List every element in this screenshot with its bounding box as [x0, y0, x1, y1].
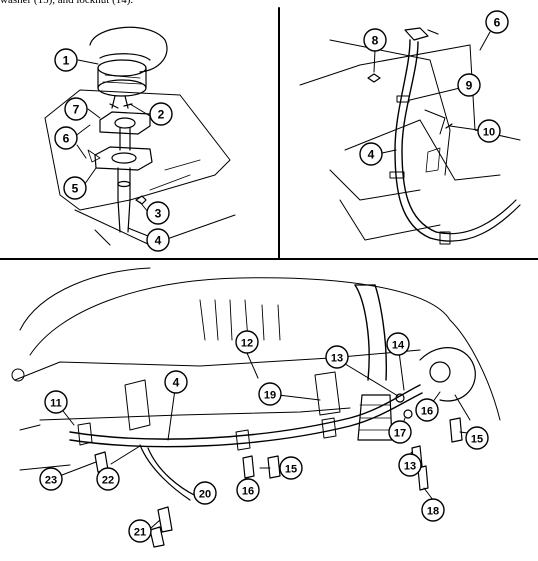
svg-text:4: 4	[155, 234, 162, 248]
callout-23: 23	[39, 467, 63, 491]
svg-text:19: 19	[264, 390, 276, 402]
callouts: 1 2 7 6 5 3 4 8 6 9 10 4 12 13 14 11 4 1…	[39, 10, 509, 543]
callout-17: 17	[388, 420, 412, 444]
svg-text:23: 23	[45, 475, 57, 487]
svg-text:14: 14	[392, 340, 405, 352]
callout-18: 18	[421, 498, 445, 522]
svg-text:8: 8	[372, 34, 379, 48]
svg-text:12: 12	[241, 338, 253, 350]
svg-text:2: 2	[158, 108, 165, 122]
callout-6: 6	[54, 126, 78, 150]
svg-text:16: 16	[242, 486, 254, 498]
svg-text:3: 3	[155, 207, 162, 221]
svg-text:13: 13	[331, 353, 343, 365]
svg-text:20: 20	[199, 489, 211, 501]
callout-15: 15	[465, 426, 489, 450]
svg-text:15: 15	[471, 434, 483, 446]
leader-lines	[55, 31, 491, 529]
callout-4: 4	[146, 228, 170, 252]
svg-text:13: 13	[404, 461, 416, 473]
svg-text:18: 18	[427, 506, 439, 518]
svg-text:15: 15	[285, 464, 297, 476]
svg-text:6: 6	[494, 16, 501, 30]
callout-4: 4	[164, 370, 188, 394]
upper-left-illustration	[44, 26, 236, 246]
svg-text:21: 21	[134, 527, 146, 539]
callout-13: 13	[398, 453, 422, 477]
svg-text:9: 9	[466, 79, 473, 93]
callout-8: 8	[363, 28, 387, 52]
callout-20: 20	[193, 481, 217, 505]
callout-15: 15	[279, 456, 303, 480]
callout-4: 4	[359, 142, 383, 166]
callout-1: 1	[54, 48, 78, 72]
svg-text:17: 17	[394, 428, 406, 440]
callout-13: 13	[325, 345, 349, 369]
svg-text:16: 16	[421, 406, 433, 418]
svg-text:7: 7	[73, 103, 80, 117]
svg-text:6: 6	[63, 132, 70, 146]
callout-19: 19	[258, 382, 282, 406]
callout-21: 21	[128, 519, 152, 543]
svg-text:1: 1	[63, 54, 70, 68]
callout-6: 6	[485, 10, 509, 34]
callout-9: 9	[457, 73, 481, 97]
svg-text:5: 5	[72, 182, 79, 196]
callout-14: 14	[386, 332, 410, 356]
callout-10: 10	[477, 119, 501, 143]
callout-12: 12	[235, 330, 259, 354]
svg-text:22: 22	[102, 475, 114, 487]
callout-16: 16	[415, 398, 439, 422]
callout-16: 16	[236, 478, 260, 502]
callout-7: 7	[64, 97, 88, 121]
callout-3: 3	[146, 201, 170, 225]
callout-2: 2	[149, 102, 173, 126]
callout-5: 5	[63, 176, 87, 200]
svg-text:4: 4	[173, 376, 180, 390]
svg-text:11: 11	[50, 398, 62, 410]
svg-text:10: 10	[483, 127, 495, 139]
callout-11: 11	[44, 390, 68, 414]
caption-text: washer (15), and locknut (14).	[0, 0, 134, 6]
lower-illustration	[11, 267, 501, 548]
callout-22: 22	[96, 467, 120, 491]
svg-text:4: 4	[368, 148, 375, 162]
